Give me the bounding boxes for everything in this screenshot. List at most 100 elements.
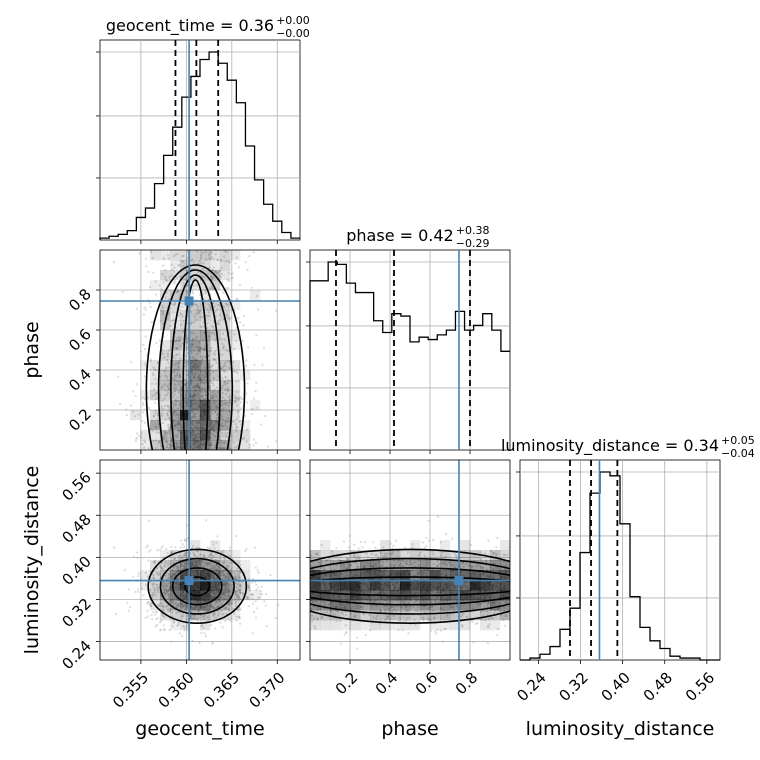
scatter-point (203, 347, 206, 350)
density-cell (150, 570, 161, 581)
scatter-point (177, 429, 180, 432)
scatter-point (236, 397, 239, 400)
scatter-point (151, 430, 154, 433)
scatter-point (255, 588, 258, 591)
scatter-point (371, 565, 375, 568)
scatter-point (226, 389, 229, 392)
scatter-point (196, 284, 199, 287)
scatter-point (382, 546, 385, 549)
scatter-point (461, 562, 464, 565)
scatter-point (347, 563, 350, 566)
scatter-point (166, 404, 170, 408)
scatter-point (197, 418, 201, 421)
scatter-point (211, 268, 214, 272)
scatter-point (480, 610, 483, 614)
scatter-point (199, 355, 203, 358)
scatter-point (165, 279, 168, 282)
scatter-point (147, 271, 150, 274)
scatter-point (229, 600, 232, 603)
scatter-point (168, 407, 171, 410)
scatter-point (368, 613, 371, 617)
scatter-point (213, 399, 216, 402)
scatter-point (131, 410, 134, 413)
scatter-point (152, 560, 155, 564)
hist-panel-luminosity_distance: luminosity_distance = 0.34 +0.05−0.04 (501, 434, 755, 664)
scatter-point (172, 411, 175, 414)
scatter-point (401, 559, 405, 562)
scatter-point (252, 251, 255, 254)
scatter-point (318, 561, 321, 564)
scatter-point (164, 562, 167, 565)
scatter-point (179, 359, 182, 362)
density-cell (160, 600, 171, 611)
scatter-point (223, 398, 227, 402)
scatter-point (171, 596, 174, 599)
scatter-point (183, 629, 186, 632)
scatter-point (186, 556, 189, 559)
scatter-point (482, 566, 485, 569)
scatter-point (210, 554, 213, 557)
scatter-point (241, 398, 244, 401)
scatter-point (168, 443, 171, 446)
scatter-point (220, 259, 223, 262)
scatter-point (223, 441, 226, 444)
scatter-point (215, 308, 219, 311)
scatter-point (153, 388, 156, 391)
scatter-point (198, 341, 201, 344)
density-cell (170, 340, 181, 351)
scatter-point (199, 325, 202, 328)
density-cell (170, 370, 181, 381)
scatter-point (207, 314, 210, 317)
scatter-point (418, 601, 421, 604)
scatter-point (212, 376, 215, 379)
density-cell (140, 360, 151, 371)
truth-marker-geocent_time-phase (184, 296, 194, 306)
density-cell (140, 580, 151, 591)
density-cell (210, 420, 221, 431)
scatter-point (232, 607, 235, 611)
scatter-point (240, 407, 243, 410)
scatter-point (503, 624, 507, 627)
scatter-point (167, 349, 170, 352)
scatter-point (181, 255, 184, 258)
scatter-point (235, 298, 238, 301)
density-cell (160, 560, 171, 571)
scatter-point (371, 565, 374, 568)
scatter-point (456, 557, 459, 560)
scatter-point (234, 601, 237, 604)
scatter-point (210, 606, 213, 609)
scatter-point (135, 383, 138, 386)
scatter-point (151, 582, 154, 585)
scatter-point (442, 561, 445, 564)
scatter-point (204, 288, 207, 291)
scatter-point (193, 414, 196, 417)
density-cell (210, 410, 221, 421)
scatter-point (208, 365, 211, 368)
scatter-point (210, 252, 213, 255)
scatter-point (213, 305, 216, 308)
density-cell (150, 410, 161, 421)
density-cell (180, 400, 191, 411)
scatter-point (179, 339, 182, 342)
scatter-point (227, 316, 230, 319)
scatter-point (170, 545, 173, 549)
scatter-point (248, 577, 251, 580)
scatter-point (236, 371, 239, 374)
scatter-point (193, 618, 196, 621)
density-cell (140, 440, 151, 450)
density-cell (240, 580, 251, 591)
scatter-point (423, 554, 426, 557)
scatter-point (211, 397, 214, 400)
histogram-luminosity_distance (520, 471, 720, 661)
scatter-point (174, 546, 177, 549)
scatter-point (221, 591, 224, 594)
scatter-point (183, 553, 186, 556)
scatter-point (220, 386, 224, 389)
scatter-point (224, 584, 227, 587)
scatter-point (162, 608, 165, 611)
scatter-point (176, 446, 179, 449)
scatter-point (234, 592, 237, 596)
scatter-point (224, 383, 227, 386)
scatter-point (362, 566, 365, 569)
scatter-point (220, 609, 223, 612)
